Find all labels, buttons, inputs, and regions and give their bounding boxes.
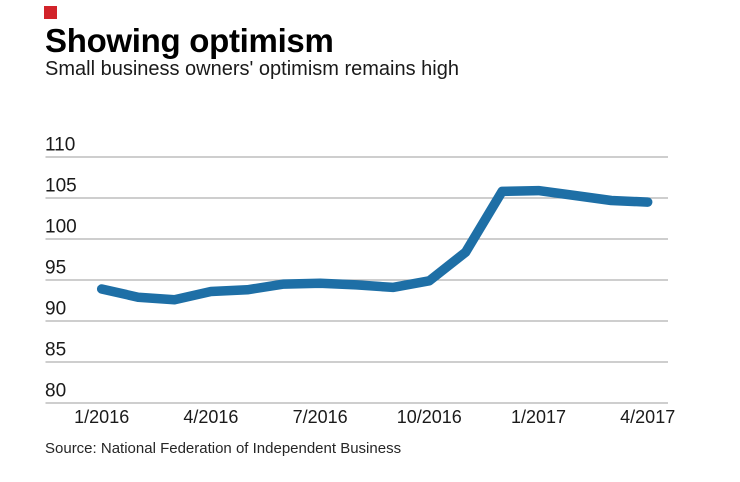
gridlines-group — [45, 156, 668, 404]
brand-accent-square — [44, 6, 57, 19]
y-tick-label-80: 80 — [45, 381, 66, 402]
chart-subtitle: Small business owners' optimism remains … — [45, 58, 459, 80]
y-tick-label-110: 110 — [45, 135, 75, 156]
x-tick-label-1-2017: 1/2017 — [511, 407, 566, 427]
y-axis-labels-group: 110 105 100 95 90 85 80 — [45, 135, 77, 402]
x-tick-label-10-2016: 10/2016 — [397, 407, 462, 427]
source-attribution: Source: National Federation of Independe… — [45, 440, 402, 457]
x-tick-label-4-2017: 4/2017 — [620, 407, 675, 427]
x-tick-label-4-2016: 4/2016 — [183, 407, 238, 427]
y-tick-label-105: 105 — [45, 176, 77, 197]
x-axis-labels-group: 1/2016 4/2016 7/2016 10/2016 1/2017 4/2017 — [74, 407, 675, 427]
optimism-index-line — [96, 185, 653, 305]
data-line-group — [96, 185, 653, 305]
y-tick-label-95: 95 — [45, 258, 66, 279]
y-tick-label-90: 90 — [45, 299, 66, 320]
y-tick-label-100: 100 — [45, 217, 77, 238]
x-tick-label-1-2016: 1/2016 — [74, 407, 129, 427]
x-tick-label-7-2016: 7/2016 — [293, 407, 348, 427]
chart-title: Showing optimism — [45, 22, 334, 59]
y-tick-label-85: 85 — [45, 340, 66, 361]
